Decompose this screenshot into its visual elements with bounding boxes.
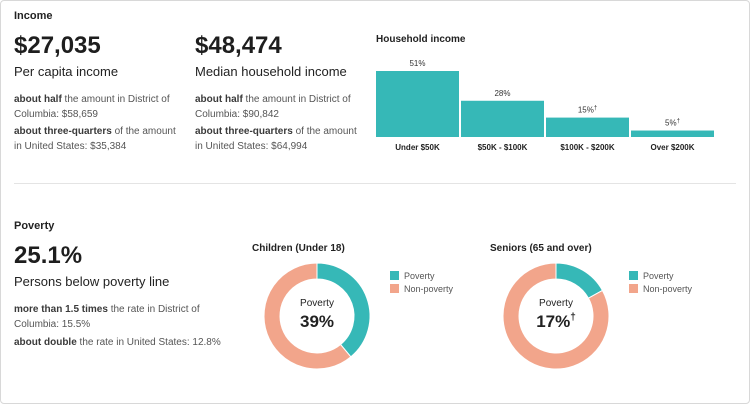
median-dc-comparison: about half the amount in District of Col… <box>195 94 351 120</box>
bar-2 <box>546 117 629 137</box>
poverty-rate-value: 25.1% <box>14 242 83 269</box>
x-tick-label-3: Over $200K <box>650 143 694 152</box>
seniors-center-label: Poverty <box>539 298 573 309</box>
bar-value-label-0: 51% <box>409 59 425 68</box>
children-poverty-donut <box>263 262 371 370</box>
legend-item-non-poverty: Non-poverty <box>390 282 453 295</box>
children-donut-legend: Poverty Non-poverty <box>390 269 453 295</box>
median-us-comparison: about three-quarters of the amount in Un… <box>195 126 357 152</box>
seniors-slice-non-poverty <box>502 262 610 370</box>
children-center-value: 39% <box>299 312 335 331</box>
x-tick-label-2: $100K - $200K <box>560 143 614 152</box>
per-capita-us-comparison: about three-quarters of the amount in Un… <box>14 126 176 152</box>
seniors-donut-center: Poverty 17%† <box>516 298 596 332</box>
poverty-us-comparison: about double the rate in United States: … <box>14 337 221 348</box>
per-capita-income-value: $27,035 <box>14 32 101 59</box>
poverty-dc-comparison: more than 1.5 times the rate in District… <box>14 304 200 330</box>
bar-0 <box>376 71 459 137</box>
children-center-label: Poverty <box>300 298 334 309</box>
household-income-bar-chart: 51% Under $50K 28% $50K - $100K 15%† $100K - … <box>376 59 714 152</box>
bar-3 <box>631 130 714 137</box>
legend-swatch-poverty <box>390 271 399 280</box>
x-tick-label-1: $50K - $100K <box>478 143 528 152</box>
bar-value-label-1: 28% <box>494 89 510 98</box>
children-slice-non-poverty <box>263 262 352 370</box>
legend-swatch-non-poverty <box>390 284 399 293</box>
legend-swatch-poverty <box>629 271 638 280</box>
poverty-section-title: Poverty <box>14 220 55 232</box>
seniors-donut-legend: Poverty Non-poverty <box>629 269 692 295</box>
seniors-poverty-chart-title: Seniors (65 and over) <box>490 243 592 254</box>
bar-value-label-3: 5%† <box>665 119 680 128</box>
legend-item-non-poverty: Non-poverty <box>629 282 692 295</box>
seniors-poverty-donut <box>502 262 610 370</box>
seniors-slice-poverty <box>555 262 604 299</box>
per-capita-income-label: Per capita income <box>14 64 119 79</box>
bar-value-label-2: 15%† <box>578 106 597 115</box>
income-section-title: Income <box>14 10 53 22</box>
bar-1 <box>461 100 544 137</box>
seniors-center-value: 17%† <box>536 312 576 331</box>
children-poverty-chart-title: Children (Under 18) <box>252 243 345 254</box>
section-divider <box>14 183 736 184</box>
median-household-income-value: $48,474 <box>195 32 282 59</box>
legend-item-poverty: Poverty <box>390 269 453 282</box>
children-donut-center: Poverty 39% <box>277 298 357 332</box>
per-capita-dc-comparison: about half the amount in District of Col… <box>14 94 170 120</box>
household-income-chart-title: Household income <box>376 34 466 45</box>
legend-item-poverty: Poverty <box>629 269 692 282</box>
poverty-rate-label: Persons below poverty line <box>14 274 170 289</box>
median-household-income-label: Median household income <box>195 64 347 79</box>
x-tick-label-0: Under $50K <box>395 143 440 152</box>
legend-swatch-non-poverty <box>629 284 638 293</box>
